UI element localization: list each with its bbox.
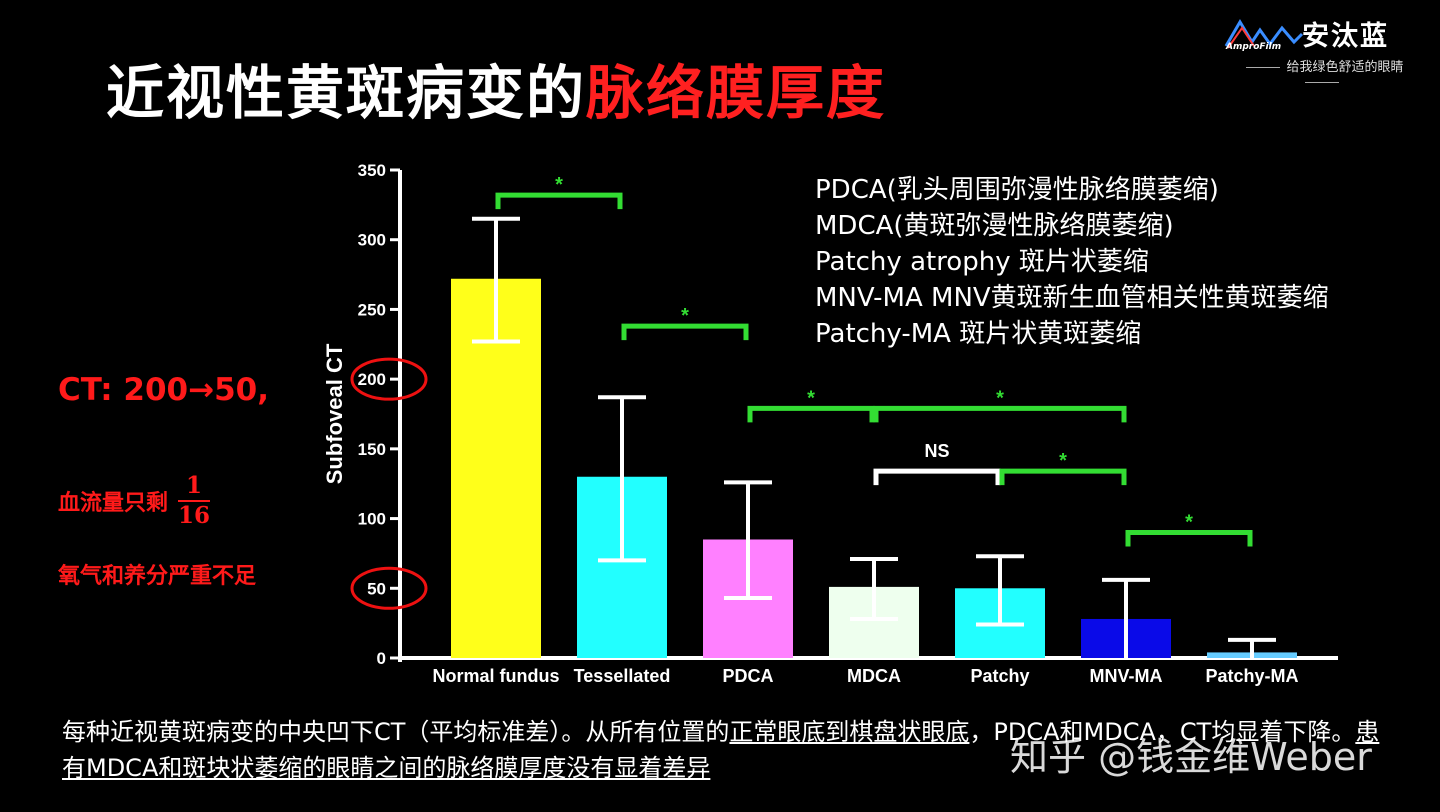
fraction-bar xyxy=(178,500,211,502)
brand-logo: AmproFilm 安汰蓝 给我绿色舒适的眼睛 xyxy=(1222,12,1422,82)
watermark: 知乎 @钱金维Weber xyxy=(1010,735,1372,779)
legend-line-mdca: MDCA(黄斑弥漫性脉络膜萎缩) xyxy=(815,211,1174,241)
x-tick-label: MNV-MA xyxy=(1090,666,1163,686)
y-tick-label: 350 xyxy=(358,161,386,180)
y-tick-label: 100 xyxy=(358,510,386,529)
title-red-part: 脉络膜厚度 xyxy=(586,59,887,127)
significance-label: * xyxy=(555,174,563,196)
legend-line-pdca: PDCA(乳头周围弥漫性脉络膜萎缩) xyxy=(815,175,1219,205)
y-axis-label: Subfoveal CT xyxy=(322,343,347,484)
caption-part-3: ，PDCA和MDCA，CT均显着下降。 xyxy=(969,718,1356,746)
x-tick-label: Patchy-MA xyxy=(1205,666,1298,686)
x-tick-label: MDCA xyxy=(847,666,901,686)
y-tick-label: 200 xyxy=(358,370,386,389)
significance-label: * xyxy=(996,387,1004,409)
significance-bracket xyxy=(1125,530,1253,547)
significance-bracket xyxy=(621,323,749,341)
legend-line-patchy: Patchy atrophy 斑片状萎缩 xyxy=(815,247,1149,277)
significance-label: * xyxy=(1185,512,1193,534)
legend-line-mnv-ma: MNV-MA MNV黄斑新生血管相关性黄斑萎缩 xyxy=(815,283,1329,313)
significance-bracket xyxy=(495,192,623,210)
ct-change-note: CT: 200→50, xyxy=(58,372,269,408)
significance-label: * xyxy=(807,387,815,409)
x-tick-label: Patchy xyxy=(970,666,1029,686)
significance-bracket xyxy=(747,405,875,423)
highlight-circle xyxy=(350,566,428,610)
significance-label: * xyxy=(681,305,689,327)
caption-part-1: 每种近视黄斑病变的中央凹下CT（平均标准差）。从所有位置的 xyxy=(62,718,730,746)
abbreviation-legend: PDCA(乳头周围弥漫性脉络膜萎缩) MDCA(黄斑弥漫性脉络膜萎缩) Patc… xyxy=(815,172,1329,352)
fraction-numerator: 1 xyxy=(186,472,203,499)
blood-flow-text: 血流量只剩 xyxy=(58,491,169,516)
highlight-circle xyxy=(350,357,428,401)
figure-caption: 每种近视黄斑病变的中央凹下CT（平均标准差）。从所有位置的正常眼底到棋盘状眼底，… xyxy=(62,714,1392,786)
blood-flow-note: 血流量只剩 1 16 xyxy=(58,474,210,528)
title-white-part: 近视性黄斑病变的 xyxy=(106,59,587,127)
caption-part-4: 患有MDCA和斑块状萎缩的眼睛之间的脉络膜厚度没有显着差异 xyxy=(62,718,1380,782)
y-tick-label: 0 xyxy=(377,649,386,668)
legend-line-patchy-ma: Patchy-MA 斑片状黄斑萎缩 xyxy=(815,319,1142,349)
page-title: 近视性黄斑病变的脉络膜厚度 xyxy=(106,46,886,130)
y-tick-label: 150 xyxy=(358,440,386,459)
significance-bracket xyxy=(873,468,1001,486)
x-tick-label: PDCA xyxy=(722,666,773,686)
significance-bracket xyxy=(999,468,1127,486)
x-tick-label: Tessellated xyxy=(574,666,671,686)
logo-brand-text: 安汰蓝 xyxy=(1302,21,1389,52)
logo-tagline: 给我绿色舒适的眼睛 xyxy=(1222,56,1422,90)
y-tick-label: 300 xyxy=(358,231,386,250)
y-tick-label: 250 xyxy=(358,300,386,319)
oxygen-note: 氧气和养分严重不足 xyxy=(58,564,257,589)
significance-bracket xyxy=(873,405,1127,423)
x-tick-label: Normal fundus xyxy=(432,666,559,686)
significance-label: * xyxy=(1059,450,1067,472)
mountain-wave-icon xyxy=(1224,19,1304,49)
logo-mini-text: AmproFilm xyxy=(1226,42,1282,52)
significance-label: NS xyxy=(924,441,949,461)
fraction: 1 16 xyxy=(178,474,210,528)
caption-part-2: 正常眼底到棋盘状眼底 xyxy=(729,718,970,746)
y-tick-label: 50 xyxy=(367,579,386,598)
fraction-denominator: 16 xyxy=(178,502,211,529)
